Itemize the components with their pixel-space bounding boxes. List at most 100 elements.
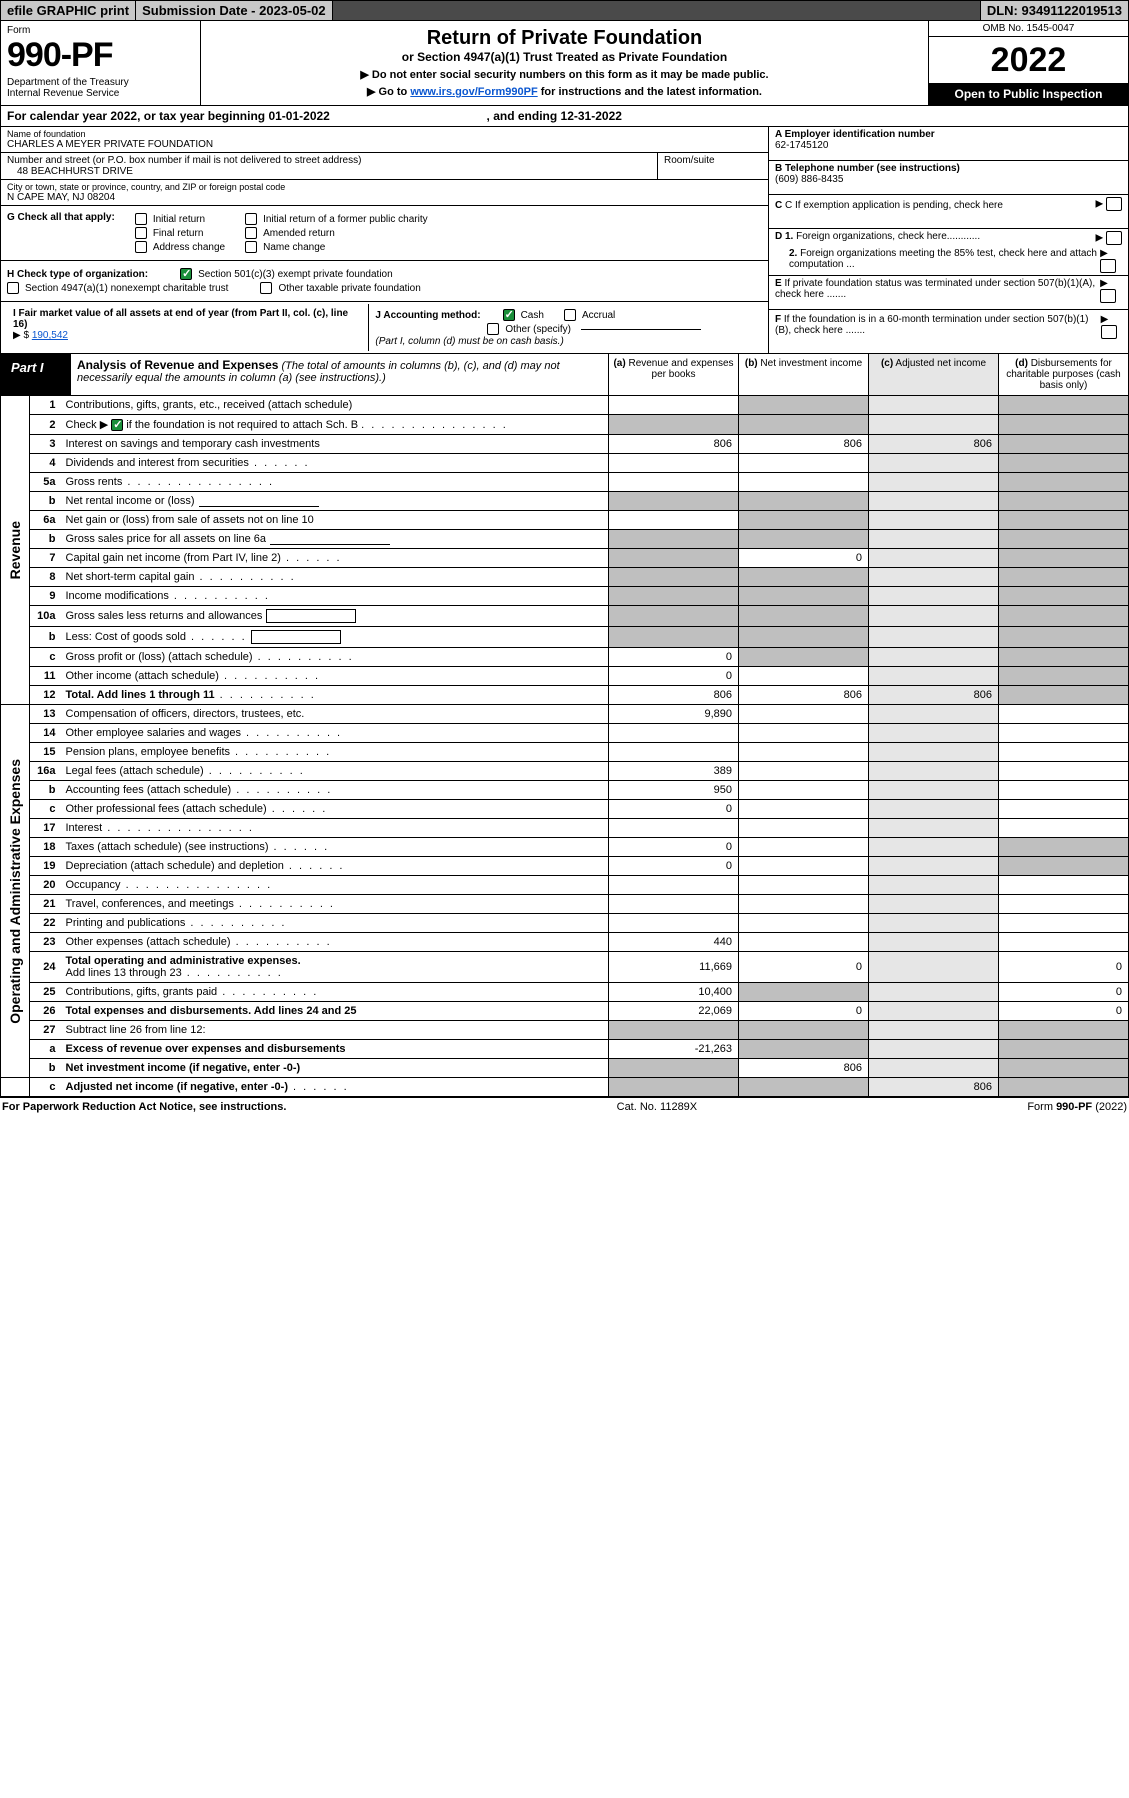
chk-final-return[interactable]: [135, 227, 147, 239]
address-cell: Number and street (or P.O. box number if…: [1, 153, 658, 179]
dln: DLN: 93491122019513: [981, 1, 1128, 20]
row-27b: b Net investment income (if negative, en…: [1, 1059, 1129, 1078]
irs-label: Internal Revenue Service: [7, 88, 194, 99]
row-18: 18 Taxes (attach schedule) (see instruct…: [1, 838, 1129, 857]
revenue-section-label: Revenue: [5, 515, 25, 585]
chk-foreign-85[interactable]: [1100, 259, 1116, 273]
omb-number: OMB No. 1545-0047: [929, 21, 1128, 37]
calendar-year-line: For calendar year 2022, or tax year begi…: [0, 106, 1129, 127]
topbar-spacer: [333, 1, 981, 20]
note-ssn: ▶ Do not enter social security numbers o…: [211, 68, 918, 81]
phone-cell: B Telephone number (see instructions) (6…: [769, 161, 1128, 195]
row-5b: b Net rental income or (loss): [1, 492, 1129, 511]
form-header: Form 990-PF Department of the Treasury I…: [0, 21, 1129, 106]
header-mid: Return of Private Foundation or Section …: [201, 21, 928, 105]
col-b-header: (b) Net investment income: [738, 354, 868, 395]
row-8: 8 Net short-term capital gain: [1, 568, 1129, 587]
chk-amended-return[interactable]: [245, 227, 257, 239]
row-3: 3 Interest on savings and temporary cash…: [1, 435, 1129, 454]
section-d: D 1. Foreign organizations, check here..…: [769, 229, 1128, 276]
part1-table: Revenue 1 Contributions, gifts, grants, …: [0, 396, 1129, 1097]
section-g: G Check all that apply: Initial return F…: [1, 206, 768, 261]
row-15: 15 Pension plans, employee benefits: [1, 743, 1129, 762]
tax-year: 2022: [929, 37, 1128, 83]
chk-terminated[interactable]: [1100, 289, 1116, 303]
info-grid: Name of foundation CHARLES A MEYER PRIVA…: [0, 127, 1129, 354]
section-c: C C If exemption application is pending,…: [769, 195, 1128, 229]
row-24: 24 Total operating and administrative ex…: [1, 952, 1129, 983]
room-suite-cell: Room/suite: [658, 153, 768, 179]
efile-label: efile GRAPHIC print: [1, 1, 136, 20]
section-e: E If private foundation status was termi…: [769, 276, 1128, 310]
row-9: 9 Income modifications: [1, 587, 1129, 606]
section-h: H Check type of organization: Section 50…: [1, 261, 768, 302]
phone-value: (609) 886-8435: [775, 174, 843, 185]
footer-left: For Paperwork Reduction Act Notice, see …: [2, 1101, 286, 1113]
street-address: 48 BEACHHURST DRIVE: [7, 166, 651, 177]
foundation-name: CHARLES A MEYER PRIVATE FOUNDATION: [7, 139, 762, 150]
chk-4947[interactable]: [7, 282, 19, 294]
info-right: A Employer identification number 62-1745…: [768, 127, 1128, 353]
row-10a: 10a Gross sales less returns and allowan…: [1, 606, 1129, 627]
col-d-header: (d) Disbursements for charitable purpose…: [998, 354, 1128, 395]
row-1: Revenue 1 Contributions, gifts, grants, …: [1, 396, 1129, 415]
row-2: 2 Check ▶ if the foundation is not requi…: [1, 415, 1129, 435]
row-13: Operating and Administrative Expenses 13…: [1, 705, 1129, 724]
dept-treasury: Department of the Treasury: [7, 77, 194, 88]
efile-topbar: efile GRAPHIC print Submission Date - 20…: [0, 0, 1129, 21]
form-number: 990-PF: [7, 36, 194, 75]
row-4: 4 Dividends and interest from securities: [1, 454, 1129, 473]
info-left: Name of foundation CHARLES A MEYER PRIVA…: [1, 127, 768, 353]
ein-cell: A Employer identification number 62-1745…: [769, 127, 1128, 161]
row-17: 17 Interest: [1, 819, 1129, 838]
row-16a: 16a Legal fees (attach schedule) 389: [1, 762, 1129, 781]
footer-form: Form 990-PF (2022): [1027, 1101, 1127, 1113]
row-22: 22 Printing and publications: [1, 914, 1129, 933]
row-20: 20 Occupancy: [1, 876, 1129, 895]
row-19: 19 Depreciation (attach schedule) and de…: [1, 857, 1129, 876]
row-10b: b Less: Cost of goods sold: [1, 627, 1129, 648]
chk-other-method[interactable]: [487, 323, 499, 335]
chk-exemption-pending[interactable]: [1106, 197, 1122, 211]
row-27a: a Excess of revenue over expenses and di…: [1, 1040, 1129, 1059]
chk-address-change[interactable]: [135, 241, 147, 253]
chk-other-taxable[interactable]: [260, 282, 272, 294]
chk-501c3[interactable]: [180, 268, 192, 280]
col-a-header: (a) Revenue and expenses per books: [608, 354, 738, 395]
row-27c: c Adjusted net income (if negative, ente…: [1, 1078, 1129, 1097]
form-title: Return of Private Foundation: [211, 27, 918, 50]
row-21: 21 Travel, conferences, and meetings: [1, 895, 1129, 914]
page-footer: For Paperwork Reduction Act Notice, see …: [0, 1097, 1129, 1116]
part1-label: Part I: [1, 354, 71, 395]
chk-schb-not-required[interactable]: [111, 419, 123, 431]
row-16c: c Other professional fees (attach schedu…: [1, 800, 1129, 819]
footer-cat: Cat. No. 11289X: [617, 1101, 698, 1113]
chk-accrual[interactable]: [564, 309, 576, 321]
row-26: 26 Total expenses and disbursements. Add…: [1, 1002, 1129, 1021]
row-10c: c Gross profit or (loss) (attach schedul…: [1, 648, 1129, 667]
row-5a: 5a Gross rents: [1, 473, 1129, 492]
fmv-value-link[interactable]: 190,542: [32, 330, 68, 341]
submission-date: Submission Date - 2023-05-02: [136, 1, 333, 20]
open-to-public: Open to Public Inspection: [929, 83, 1128, 105]
row-7: 7 Capital gain net income (from Part IV,…: [1, 549, 1129, 568]
note-goto: ▶ Go to www.irs.gov/Form990PF for instru…: [211, 85, 918, 98]
row-23: 23 Other expenses (attach schedule) 440: [1, 933, 1129, 952]
header-right: OMB No. 1545-0047 2022 Open to Public In…: [928, 21, 1128, 105]
part1-desc: Analysis of Revenue and Expenses (The to…: [71, 354, 608, 395]
foundation-name-cell: Name of foundation CHARLES A MEYER PRIVA…: [1, 127, 768, 153]
chk-initial-return[interactable]: [135, 213, 147, 225]
row-12: 12 Total. Add lines 1 through 11 806 806…: [1, 686, 1129, 705]
row-14: 14 Other employee salaries and wages: [1, 724, 1129, 743]
chk-cash[interactable]: [503, 309, 515, 321]
chk-initial-public[interactable]: [245, 213, 257, 225]
chk-foreign-org[interactable]: [1106, 231, 1122, 245]
expenses-section-label: Operating and Administrative Expenses: [5, 753, 25, 1030]
chk-60-month[interactable]: [1101, 325, 1117, 339]
header-left: Form 990-PF Department of the Treasury I…: [1, 21, 201, 105]
row-6a: 6a Net gain or (loss) from sale of asset…: [1, 511, 1129, 530]
irs-link[interactable]: www.irs.gov/Form990PF: [410, 86, 537, 98]
section-ij: I Fair market value of all assets at end…: [1, 302, 768, 353]
chk-name-change[interactable]: [245, 241, 257, 253]
city-cell: City or town, state or province, country…: [1, 180, 768, 206]
